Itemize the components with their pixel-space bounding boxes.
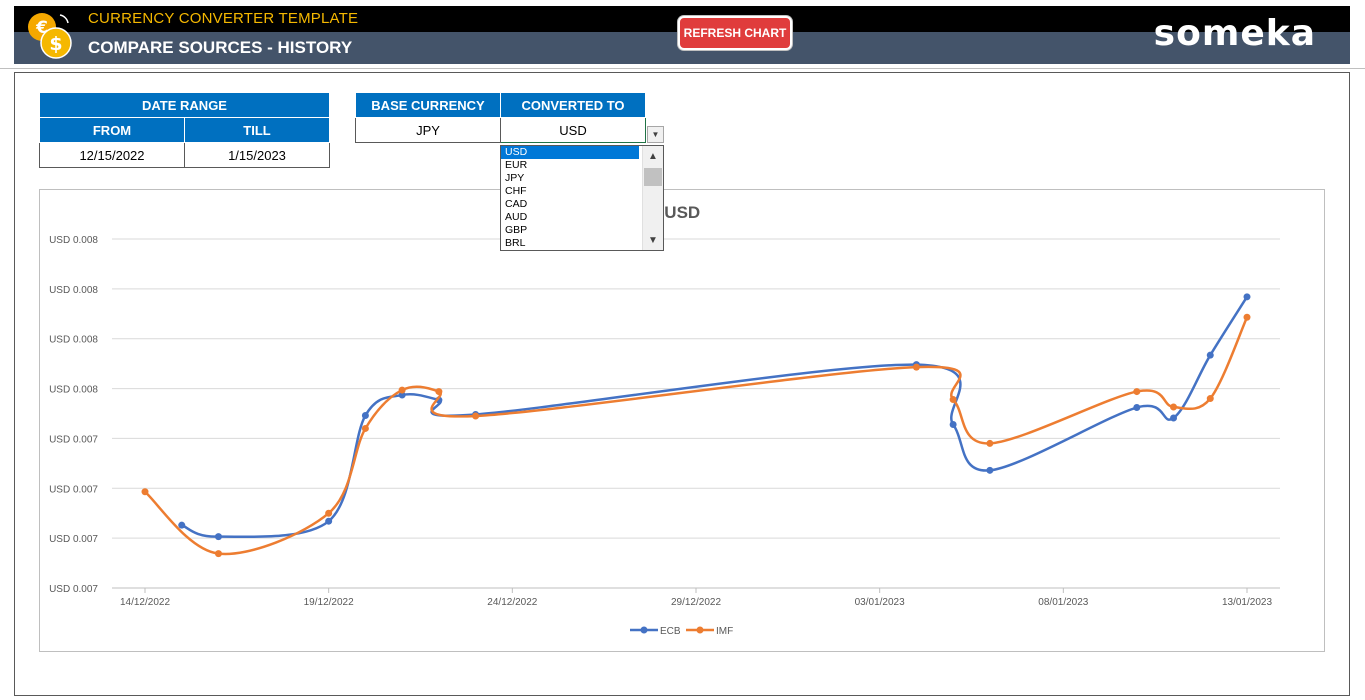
dropdown-option-gbp[interactable]: GBP — [505, 224, 528, 236]
data-point-imf — [141, 488, 149, 496]
y-tick-label: USD 0.007 — [49, 584, 98, 595]
currency-dropdown-list[interactable]: USD EUR JPY CHF CAD AUD GBP BRL ▲ ▼ — [500, 145, 664, 251]
dropdown-option-aud[interactable]: AUD — [505, 211, 528, 223]
data-point-ecb — [1170, 414, 1178, 422]
x-tick-label: 03/01/2023 — [855, 597, 905, 608]
page-title: COMPARE SOURCES - HISTORY — [88, 38, 353, 57]
data-point-ecb — [1206, 351, 1214, 359]
legend-label-ecb: ECB — [660, 626, 681, 637]
scroll-thumb[interactable] — [644, 168, 662, 186]
data-point-imf — [398, 386, 406, 394]
dropdown-option-jpy[interactable]: JPY — [505, 172, 525, 184]
data-point-ecb — [1243, 293, 1251, 301]
x-tick-label: 08/01/2023 — [1038, 597, 1088, 608]
dropdown-scrollbar[interactable]: ▲ ▼ — [642, 146, 663, 250]
data-point-ecb — [178, 521, 186, 529]
dropdown-option-cad[interactable]: CAD — [505, 198, 528, 210]
scroll-up-icon[interactable]: ▲ — [648, 150, 658, 162]
data-point-imf — [1170, 403, 1178, 411]
x-tick-label: 19/12/2022 — [304, 597, 354, 608]
till-date-cell[interactable]: 1/15/2023 — [184, 142, 330, 168]
till-label: TILL — [184, 117, 330, 143]
data-point-ecb — [325, 517, 333, 525]
data-point-ecb — [361, 411, 369, 419]
data-point-imf — [949, 396, 957, 404]
scroll-down-icon[interactable]: ▼ — [648, 234, 658, 246]
data-point-imf — [214, 550, 222, 558]
app-header: € $ CURRENCY CONVERTER TEMPLATE COMPARE … — [14, 6, 1350, 64]
data-point-ecb — [214, 533, 222, 541]
data-point-imf — [1206, 395, 1214, 403]
data-point-imf — [1243, 313, 1251, 321]
dropdown-arrow-icon[interactable]: ▼ — [647, 126, 664, 143]
from-label: FROM — [39, 117, 185, 143]
data-point-imf — [472, 412, 480, 420]
y-tick-label: USD 0.008 — [49, 235, 98, 246]
y-tick-label: USD 0.007 — [49, 484, 98, 495]
brand-logo: someka — [1153, 13, 1316, 54]
currency-coins-icon: € $ — [28, 13, 72, 59]
base-currency-label: BASE CURRENCY — [355, 92, 501, 118]
x-tick-label: 13/01/2023 — [1222, 597, 1272, 608]
dropdown-option-chf[interactable]: CHF — [505, 185, 527, 197]
data-point-ecb — [1133, 404, 1141, 412]
y-tick-label: USD 0.007 — [49, 434, 98, 445]
series-line-imf — [144, 316, 1249, 556]
converted-to-cell[interactable]: USD — [500, 117, 646, 143]
dropdown-option-brl[interactable]: BRL — [505, 237, 526, 249]
converted-to-label: CONVERTED TO — [500, 92, 646, 118]
data-point-ecb — [986, 466, 994, 474]
from-date-cell[interactable]: 12/15/2022 — [39, 142, 185, 168]
data-point-imf — [361, 424, 369, 432]
header-divider — [0, 68, 1365, 69]
date-range-table: DATE RANGE FROM TILL 12/15/2022 1/15/202… — [39, 92, 330, 168]
y-tick-label: USD 0.008 — [49, 335, 98, 346]
y-tick-label: USD 0.008 — [49, 285, 98, 296]
svg-text:$: $ — [49, 33, 62, 55]
data-point-imf — [325, 509, 333, 517]
x-tick-label: 29/12/2022 — [671, 597, 721, 608]
data-point-ecb — [949, 420, 957, 428]
base-currency-cell[interactable]: JPY — [355, 117, 501, 143]
series-line-ecb — [181, 296, 1249, 539]
refresh-chart-button[interactable]: REFRESH CHART — [678, 16, 792, 50]
y-tick-label: USD 0.008 — [49, 385, 98, 396]
history-line-chart: USD 0.007 USD 0.007 USD 0.007 USD 0.007 USD … — [49, 203, 1280, 637]
app-title: CURRENCY CONVERTER TEMPLATE — [88, 10, 359, 27]
data-point-imf — [986, 439, 994, 447]
x-tick-label: 24/12/2022 — [487, 597, 537, 608]
currency-table: BASE CURRENCY CONVERTED TO JPY USD — [355, 92, 646, 143]
data-point-ecb — [398, 391, 406, 399]
data-point-imf — [435, 388, 443, 396]
date-range-header: DATE RANGE — [39, 92, 330, 118]
legend-marker-ecb — [640, 626, 648, 634]
y-tick-label: USD 0.007 — [49, 534, 98, 545]
legend-marker-imf — [696, 626, 704, 634]
legend-label-imf: IMF — [716, 626, 733, 637]
data-point-imf — [1133, 388, 1141, 396]
dropdown-option-usd[interactable]: USD — [501, 146, 639, 159]
x-tick-label: 14/12/2022 — [120, 597, 170, 608]
dropdown-option-eur[interactable]: EUR — [505, 159, 528, 171]
data-point-imf — [912, 363, 920, 371]
chart-area: USD 0.007 USD 0.007 USD 0.007 USD 0.007 USD … — [39, 189, 1325, 652]
